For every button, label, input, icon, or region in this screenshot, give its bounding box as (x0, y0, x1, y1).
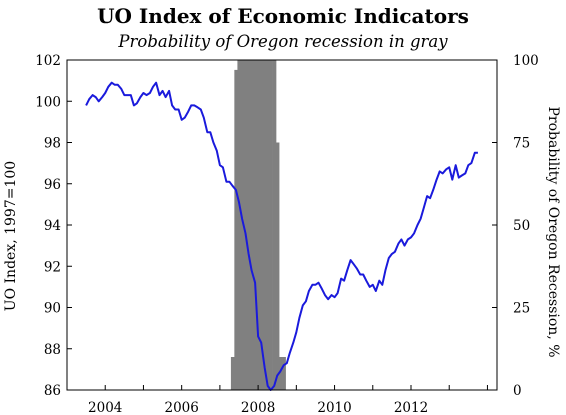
x-tick-label: 2008 (241, 400, 275, 415)
recession-bar-7 (253, 60, 258, 390)
left-tick-label: 94 (44, 218, 61, 234)
recession-bar-4 (243, 60, 248, 390)
recession-bar-9 (259, 60, 264, 390)
chart-subtitle: Probability of Oregon recession in gray (118, 32, 448, 51)
left-axis-title: UO Index, 1997=100 (3, 161, 19, 311)
recession-bar-13 (272, 60, 277, 390)
plot-border (66, 59, 498, 391)
x-tick-label: 2012 (394, 400, 428, 415)
x-tick-label: 2006 (164, 400, 198, 415)
recession-bar-10 (263, 60, 267, 390)
recession-bar-14 (275, 142, 280, 390)
right-tick-label: 25 (513, 301, 530, 317)
left-tick-label: 86 (44, 383, 61, 399)
left-tick-label: 100 (35, 94, 61, 110)
recession-bar-16 (282, 357, 286, 390)
plot-frame (66, 59, 498, 391)
right-tick-label: 100 (513, 53, 539, 69)
left-tick-label: 96 (44, 177, 61, 193)
right-tick-label: 75 (513, 136, 530, 152)
recession-bar-2 (237, 60, 242, 390)
x-axis-ticks: 2004 2006 2008 2010 2012 (88, 385, 488, 415)
index-line-group (85, 81, 478, 391)
recession-bar-8 (256, 60, 261, 390)
right-axis-title: Probability of Oregon Recession, % (545, 106, 561, 357)
left-axis-ticks: 86 88 90 92 94 96 98 100 102 (35, 53, 72, 399)
recession-probability-bars (230, 60, 286, 391)
chart-title: UO Index of Economic Indicators (97, 4, 469, 28)
left-tick-label: 88 (44, 342, 61, 358)
recession-bar-0 (230, 357, 235, 390)
recession-bar-12 (269, 60, 273, 390)
left-tick-label: 98 (44, 136, 61, 152)
x-tick-label: 2004 (88, 400, 122, 415)
recession-bar-1 (234, 69, 239, 391)
left-tick-label: 92 (44, 259, 61, 275)
right-tick-label: 50 (513, 218, 530, 234)
recession-bar-11 (266, 60, 270, 390)
recession-bar-3 (240, 60, 245, 390)
x-tick-label: 2010 (317, 400, 351, 415)
left-tick-label: 90 (44, 301, 61, 317)
recession-bar-15 (278, 357, 283, 390)
recession-bar-5 (246, 60, 251, 390)
uo-index-line (85, 81, 478, 391)
right-axis-ticks: 0 25 50 75 100 (492, 53, 539, 399)
right-tick-label: 0 (513, 383, 522, 399)
left-tick-label: 102 (35, 53, 61, 69)
recession-bar-6 (250, 60, 254, 390)
